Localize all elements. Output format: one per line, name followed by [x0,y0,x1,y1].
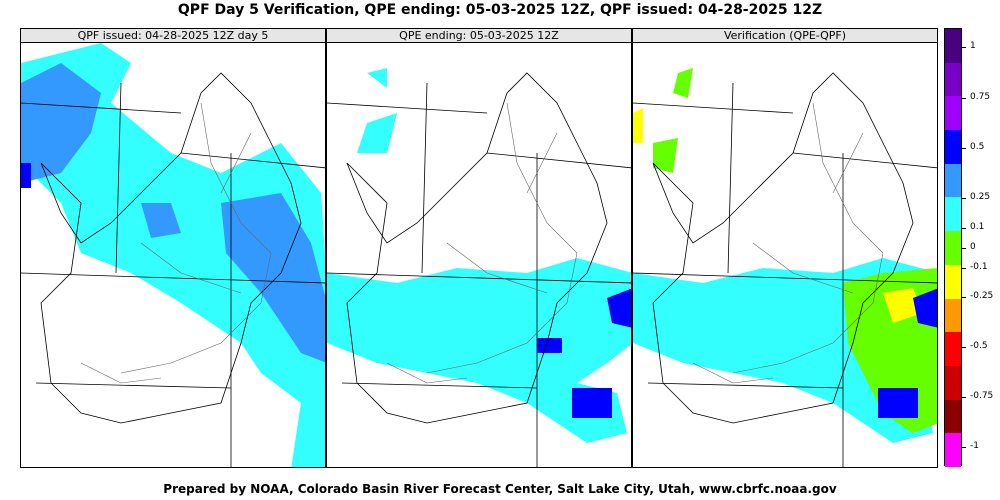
qpe-map [327,68,631,467]
legend-label: -0.25 [970,291,994,301]
legend-tick [962,347,966,348]
legend-tick [962,148,966,149]
legend-tick [962,297,966,298]
legend-swatch [945,96,961,131]
legend-label: -0.5 [970,341,988,351]
verification-state-lines [633,82,937,467]
verification-rivers [692,102,884,384]
legend-tick [962,98,966,99]
footer-credit: Prepared by NOAA, Colorado Basin River F… [163,482,837,496]
legend-tick [962,397,966,398]
verification-yellow [883,288,923,323]
legend-swatch [945,29,961,63]
legend-tick [962,228,966,229]
legend-swatch [945,163,961,198]
qpe-panel: QPE ending: 05-03-2025 12Z [326,28,632,468]
legend-label: 1 [970,41,976,51]
verification-map [633,68,937,467]
qpf-precip-dark [21,163,31,188]
legend-label: 0.75 [970,92,991,102]
legend-tick [962,447,966,448]
legend-label: -0.1 [970,262,988,272]
qpe-precip-light-2 [357,113,397,153]
qpf-panel: QPF issued: 04-28-2025 12Z day 5 [20,28,326,468]
qpf-map [21,43,325,467]
qpe-precip-light-3 [367,68,387,88]
legend-tick [962,268,966,269]
qpf-precip-mid-2 [221,193,325,363]
verification-dark [878,388,918,418]
legend-swatch [945,332,961,366]
verification-green-2 [653,138,678,173]
qpf-precip-light [21,43,325,467]
page-title: QPF Day 5 Verification, QPE ending: 05-0… [177,2,823,18]
legend-swatch [945,433,961,467]
legend-swatch [945,231,961,265]
qpe-rivers [386,102,578,384]
qpf-state-lines [21,82,325,467]
legend-swatch [945,62,961,97]
legend-swatch [945,298,961,333]
legend-swatch [945,365,961,400]
legend-label: 0.5 [970,142,985,152]
legend-swatch [945,399,961,434]
qpf-basin-outline [40,72,302,424]
qpe-precip-light [327,258,631,443]
qpe-precip-dark-2 [572,388,612,418]
legend-label: -1 [970,441,979,451]
qpe-precip-dark-3 [537,338,562,353]
verification-dark-2 [913,288,937,328]
legend-tick [962,248,966,249]
qpf-panel-label: QPF issued: 04-28-2025 12Z day 5 [21,29,325,43]
legend-tick [962,47,966,48]
legend-label: -0.75 [970,391,994,401]
qpf-precip-mid [21,63,101,183]
legend-label: 0.1 [970,222,985,232]
qpe-precip-dark [607,288,631,328]
legend-swatch [945,197,961,232]
color-legend [944,28,962,467]
qpe-basin-outline [346,72,608,424]
qpf-precip-mid-3 [141,203,181,238]
qpf-rivers [80,102,272,384]
verification-panel-label: Verification (QPE-QPF) [633,29,937,43]
verification-green-3 [673,68,693,98]
legend-swatch [945,264,961,299]
verification-basin-outline [652,72,914,424]
legend-swatch [945,130,961,164]
legend-label: 0.25 [970,192,991,202]
legend-label: 0 [970,242,976,252]
qpe-panel-label: QPE ending: 05-03-2025 12Z [327,29,631,43]
legend-tick [962,198,966,199]
qpe-state-lines [327,82,631,467]
verification-yellow-2 [633,108,643,143]
verification-panel: Verification (QPE-QPF) [632,28,938,468]
